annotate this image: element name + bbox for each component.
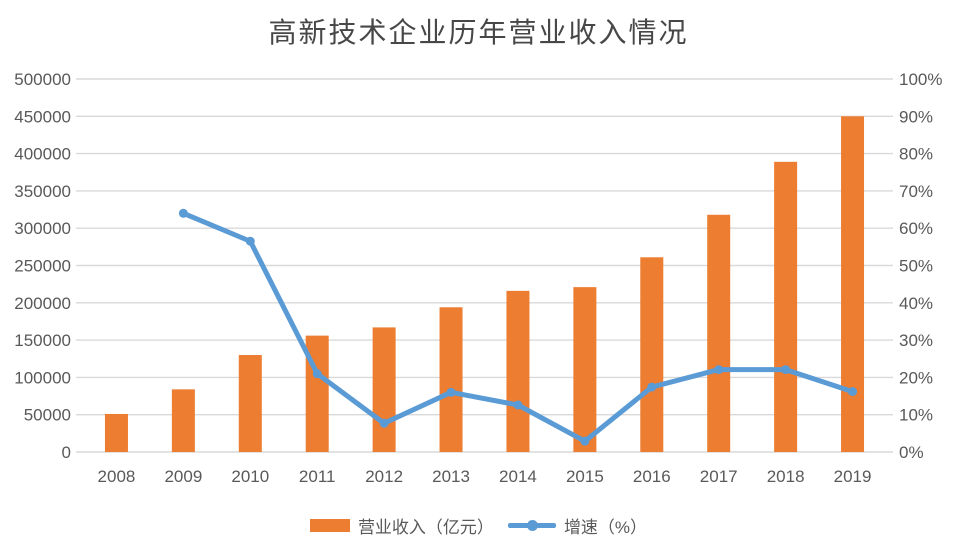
revenue-bar-swatch-icon <box>309 518 350 532</box>
left-axis-tick-label: 500000 <box>14 70 71 89</box>
x-axis-tick-label: 2012 <box>365 467 403 486</box>
legend-label-revenue: 营业收入（亿元） <box>357 517 494 537</box>
right-axis-tick-label: 50% <box>899 257 933 276</box>
bar-2019 <box>841 116 865 453</box>
bar-2012 <box>372 327 396 452</box>
x-axis-tick-label: 2017 <box>700 467 738 486</box>
bar-2010 <box>238 355 262 452</box>
left-axis-tick-label: 400000 <box>14 145 71 164</box>
left-axis-tick-label: 50000 <box>24 406 71 425</box>
growth-line-swatch-icon <box>507 519 556 531</box>
growth-marker-2010 <box>245 236 255 246</box>
growth-marker-2011 <box>312 369 322 379</box>
left-axis-tick-label: 250000 <box>14 257 71 276</box>
right-axis-tick-label: 10% <box>899 406 933 425</box>
chart-legend: 营业收入（亿元） 增速（%） <box>0 511 957 539</box>
x-axis-tick-label: 2019 <box>834 467 872 486</box>
chart-title: 高新技术企业历年营业收入情况 <box>268 18 689 49</box>
right-axis-tick-label: 20% <box>899 368 933 387</box>
bar-2014 <box>506 290 530 452</box>
growth-marker-2019 <box>848 387 858 397</box>
growth-marker-2009 <box>178 208 188 218</box>
bar-2013 <box>439 307 463 452</box>
right-axis-tick-label: 80% <box>899 145 933 164</box>
growth-marker-2014 <box>513 400 523 410</box>
left-axis-tick-label: 350000 <box>14 182 71 201</box>
left-axis-tick-label: 450000 <box>14 107 71 126</box>
x-axis-tick-label: 2009 <box>164 467 202 486</box>
x-axis-tick-label: 2008 <box>98 467 136 486</box>
bar-2015 <box>573 287 597 452</box>
left-axis-tick-label: 100000 <box>14 368 71 387</box>
growth-marker-2018 <box>781 365 791 375</box>
legend-label-growth: 增速（%） <box>563 517 648 537</box>
right-axis-tick-label: 90% <box>899 107 933 126</box>
growth-marker-2016 <box>647 382 657 392</box>
right-axis-tick-label: 70% <box>899 182 933 201</box>
x-axis-tick-label: 2013 <box>432 467 470 486</box>
left-axis-tick-label: 150000 <box>14 331 71 350</box>
left-axis-tick-label: 300000 <box>14 219 71 238</box>
x-axis-tick-label: 2014 <box>499 467 537 486</box>
left-axis-tick-label: 200000 <box>14 294 71 313</box>
right-axis-tick-label: 0% <box>899 443 924 462</box>
right-axis-tick-label: 30% <box>899 331 933 350</box>
x-axis-tick-label: 2010 <box>231 467 269 486</box>
left-axis-tick-label: 0 <box>62 443 71 462</box>
growth-marker-2015 <box>580 436 590 446</box>
bar-2009 <box>171 389 195 452</box>
growth-marker-2012 <box>379 418 389 428</box>
bar-2017 <box>707 214 731 452</box>
bar-2018 <box>774 161 798 452</box>
right-axis-tick-label: 40% <box>899 294 933 313</box>
x-axis-tick-label: 2018 <box>767 467 805 486</box>
legend-item-revenue: 营业收入（亿元） <box>309 513 494 538</box>
right-axis-tick-label: 100% <box>899 70 942 89</box>
growth-marker-2017 <box>714 365 724 375</box>
bar-2008 <box>104 413 128 452</box>
x-axis-tick-label: 2011 <box>299 467 336 486</box>
legend-item-growth: 增速（%） <box>507 513 648 538</box>
bar-2016 <box>640 257 664 452</box>
growth-marker-2013 <box>446 387 456 397</box>
x-axis-tick-label: 2016 <box>633 467 671 486</box>
right-axis-tick-label: 60% <box>899 219 933 238</box>
x-axis-tick-label: 2015 <box>566 467 604 486</box>
